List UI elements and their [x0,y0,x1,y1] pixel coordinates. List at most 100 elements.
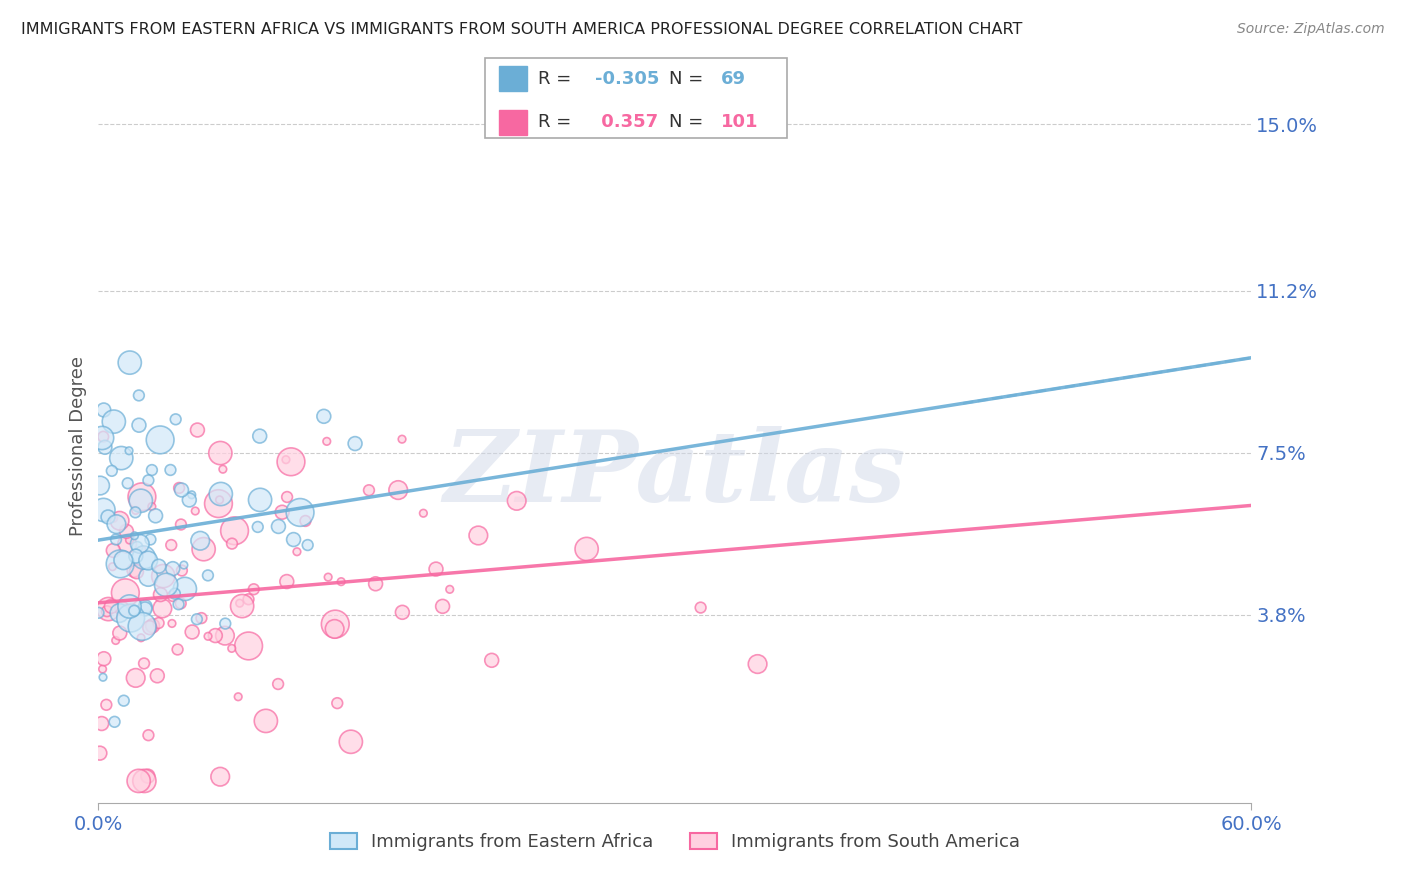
Point [138,621,160,635]
Point [131,490,153,504]
Point [134,602,156,616]
Point [162,561,184,575]
Point [197,629,219,643]
Text: R =: R = [538,113,578,131]
Point [129,631,152,645]
Point [128,537,150,551]
Point [179,492,201,507]
Point [285,545,308,559]
Point [103,714,125,729]
Point [221,536,243,550]
Point [505,493,527,508]
Point [242,582,264,597]
Point [226,690,249,704]
Point [105,517,128,532]
Point [160,538,183,552]
Point [180,488,202,502]
Point [87,606,110,620]
Point [96,698,118,712]
Point [91,430,114,444]
Point [364,576,387,591]
Text: N =: N = [669,70,709,87]
Point [166,642,188,657]
Point [163,587,186,601]
Point [173,582,195,596]
Point [149,588,172,602]
Point [117,476,139,491]
Point [204,629,226,643]
Point [91,431,114,445]
Point [125,671,148,685]
Point [108,606,131,620]
Point [105,533,128,547]
Point [689,600,711,615]
Point [91,670,114,684]
Point [188,533,211,548]
Point [129,493,152,508]
Point [132,657,155,671]
Point [170,517,193,532]
Point [108,626,131,640]
Point [89,746,111,760]
Point [228,596,250,610]
Point [186,612,208,626]
Point [91,662,114,676]
Point [271,505,294,519]
Point [167,481,190,495]
Point [128,418,150,433]
Point [108,514,131,528]
Point [297,538,319,552]
Text: Source: ZipAtlas.com: Source: ZipAtlas.com [1237,22,1385,37]
Point [221,641,243,656]
Point [167,597,190,611]
Point [170,596,193,610]
Point [128,773,150,788]
Point [97,602,120,616]
Point [170,483,193,497]
Point [274,452,297,467]
Point [439,582,461,597]
Point [122,604,145,618]
Text: -0.305: -0.305 [595,70,659,87]
Point [344,436,367,450]
Point [186,423,208,437]
Point [131,543,153,558]
Point [125,565,148,579]
Point [136,769,159,783]
Point [149,433,172,447]
Point [425,562,447,576]
Point [128,388,150,402]
Point [114,586,136,600]
Point [315,434,337,449]
Point [152,569,174,583]
Point [132,550,155,565]
Point [122,563,145,577]
Point [93,503,115,517]
Point [101,559,124,574]
Point [93,403,115,417]
Point [267,519,290,533]
Point [120,611,142,625]
Point [173,558,195,572]
Point [197,568,219,582]
Point [124,503,146,517]
Point [387,483,409,497]
Point [212,462,235,476]
Point [214,629,236,643]
Point [283,533,305,547]
Point [160,616,183,631]
Point [184,504,207,518]
Text: N =: N = [669,113,709,131]
Point [134,599,156,614]
Point [124,529,146,543]
Point [118,443,141,458]
Point [148,559,170,574]
Point [747,657,769,671]
Point [481,653,503,667]
Point [209,770,232,784]
Point [254,714,277,728]
Point [231,599,253,613]
Point [155,578,177,592]
Point [193,542,215,557]
Point [112,553,135,567]
